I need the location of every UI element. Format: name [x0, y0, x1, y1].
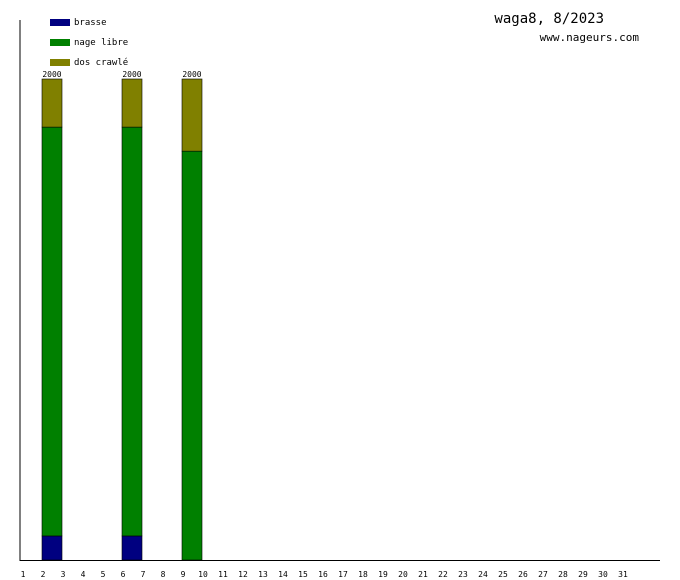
x-tick-label-19: 19 [378, 570, 388, 579]
x-tick-label-17: 17 [338, 570, 348, 579]
x-tick-label-10: 10 [198, 570, 208, 579]
x-tick-label-9: 9 [181, 570, 186, 579]
legend-swatch-dos-crawle [50, 59, 70, 66]
x-tick-label-27: 27 [538, 570, 548, 579]
x-tick-label-31: 31 [618, 570, 628, 579]
x-tick-label-28: 28 [558, 570, 568, 579]
x-tick-label-18: 18 [358, 570, 368, 579]
bar-total-label-9: 2000 [182, 70, 201, 79]
legend-label-brasse: brasse [74, 18, 107, 28]
x-tick-label-14: 14 [278, 570, 288, 579]
totals-layer: 2000 2000 2000 [42, 70, 201, 79]
bar-segment-brasse-2 [41, 535, 63, 561]
x-tick-label-4: 4 [81, 570, 86, 579]
chart-title: waga8, 8/2023 [494, 11, 604, 27]
x-tick-label-12: 12 [238, 570, 248, 579]
x-tick-label-3: 3 [61, 570, 66, 579]
x-tick-label-1: 1 [21, 570, 26, 579]
legend-swatch-brasse [50, 19, 70, 26]
legend: brasse nage libre dos crawlé [50, 18, 128, 68]
chart-subtitle: www.nageurs.com [540, 31, 640, 44]
x-tick-label-6: 6 [121, 570, 126, 579]
bar-segment-nage-libre-6 [121, 126, 143, 537]
x-tick-label-29: 29 [578, 570, 588, 579]
x-tick-label-30: 30 [598, 570, 608, 579]
x-tick-labels: 1 2 3 4 5 6 7 8 9 10 11 12 13 14 15 16 17 18 19 20 21 22 23 24 2… [21, 570, 628, 579]
x-tick-label-5: 5 [101, 570, 106, 579]
bar-segment-dos-crawlé-2 [41, 78, 63, 128]
x-tick-label-25: 25 [498, 570, 508, 579]
legend-label-dos-crawle: dos crawlé [74, 57, 128, 68]
bar-segment-dos-crawlé-9 [181, 78, 203, 152]
legend-label-nage-libre: nage libre [74, 38, 128, 48]
bar-segment-nage-libre-2 [41, 126, 63, 537]
x-tick-label-8: 8 [161, 570, 166, 579]
bars-layer [41, 78, 203, 561]
bar-segment-brasse-6 [121, 535, 143, 561]
x-tick-label-13: 13 [258, 570, 268, 579]
x-tick-label-16: 16 [318, 570, 328, 579]
x-tick-label-26: 26 [518, 570, 528, 579]
bar-segment-dos-crawlé-6 [121, 78, 143, 128]
x-tick-label-7: 7 [141, 570, 146, 579]
x-tick-label-2: 2 [41, 570, 46, 579]
x-tick-label-22: 22 [438, 570, 448, 579]
bar-total-label-6: 2000 [122, 70, 141, 79]
x-tick-label-11: 11 [218, 570, 228, 579]
bar-total-label-2: 2000 [42, 70, 61, 79]
x-tick-label-24: 24 [478, 570, 488, 579]
legend-swatch-nage-libre [50, 39, 70, 46]
x-tick-label-15: 15 [298, 570, 308, 579]
x-tick-label-20: 20 [398, 570, 408, 579]
x-tick-label-21: 21 [418, 570, 428, 579]
x-tick-label-23: 23 [458, 570, 468, 579]
bar-segment-nage-libre-9 [181, 150, 203, 561]
